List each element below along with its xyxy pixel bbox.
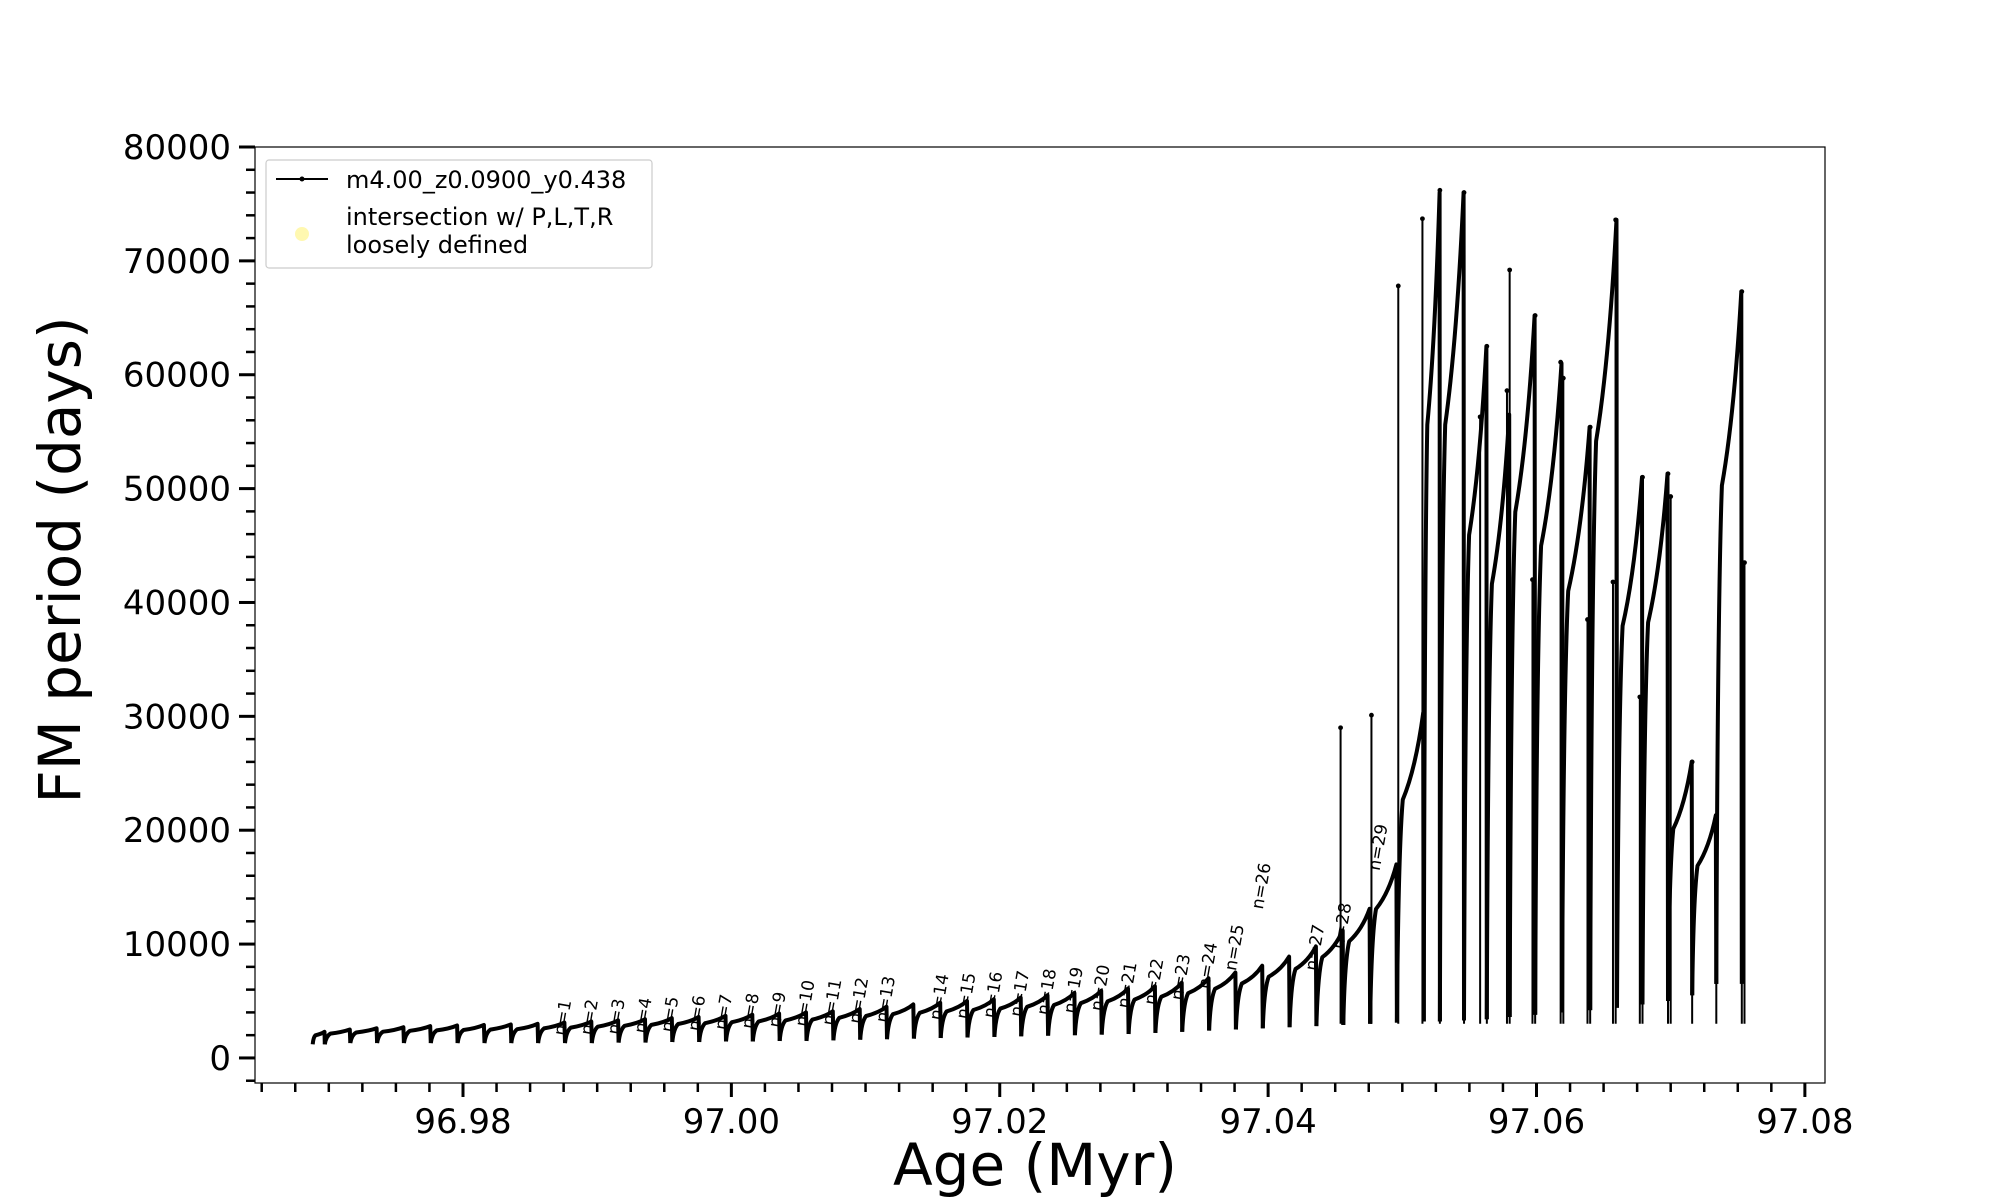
series-pulse bbox=[885, 1002, 916, 1040]
series-spike-point bbox=[1395, 283, 1401, 289]
series-pulse bbox=[670, 1015, 702, 1043]
series-spike-point bbox=[1437, 187, 1443, 193]
series-pulse bbox=[965, 997, 997, 1038]
series-spike-point bbox=[1338, 725, 1343, 731]
series-spike-point bbox=[1637, 694, 1643, 700]
x-tick-label: 97.06 bbox=[1488, 1102, 1585, 1142]
legend-dot-marker bbox=[299, 176, 305, 182]
legend-label-line: intersection w/ P,L,T,R bbox=[346, 203, 613, 231]
x-tick-label: 96.98 bbox=[414, 1102, 511, 1142]
series-spike-point bbox=[1484, 343, 1490, 349]
y-tick-label: 30000 bbox=[123, 697, 231, 737]
series-pulse bbox=[1019, 993, 1051, 1037]
legend: m4.00_z0.0900_y0.438 intersection w/ P,L… bbox=[265, 159, 653, 269]
series-pulse bbox=[1260, 954, 1292, 1029]
series-pulse bbox=[589, 1018, 621, 1044]
series-pulse bbox=[322, 1027, 353, 1045]
series-pulse bbox=[777, 1010, 809, 1042]
series-pulse bbox=[1714, 289, 1744, 984]
series-pulse bbox=[1072, 988, 1104, 1036]
y-tick-label: 70000 bbox=[123, 242, 231, 282]
series-spike-point bbox=[1640, 474, 1645, 480]
series-pulse bbox=[1421, 190, 1442, 1022]
y-axis-title: FM period (days) bbox=[26, 316, 94, 803]
y-tick-label: 0 bbox=[209, 1039, 231, 1079]
series-spike-point bbox=[1560, 375, 1566, 381]
y-tick-label: 40000 bbox=[123, 583, 231, 623]
series-spike-point bbox=[1665, 471, 1671, 477]
x-tick-label: 97.08 bbox=[1756, 1102, 1853, 1142]
series-pulse bbox=[1180, 976, 1212, 1032]
series-pulse bbox=[1046, 991, 1077, 1036]
series-pulse bbox=[1153, 980, 1185, 1033]
x-tick-label: 97.02 bbox=[951, 1102, 1048, 1142]
axes-frame bbox=[254, 146, 1826, 1084]
series-pulse bbox=[1615, 475, 1645, 1008]
series-spike-point bbox=[1530, 577, 1535, 583]
series-spike-point bbox=[1587, 424, 1593, 430]
series-pulse bbox=[831, 1007, 863, 1041]
legend-label-series: m4.00_z0.0900_y0.438 bbox=[346, 166, 626, 194]
series-spike-point bbox=[1668, 494, 1674, 499]
y-tick-label: 10000 bbox=[123, 925, 231, 965]
series-pulse bbox=[1314, 928, 1346, 1027]
series-spike-point bbox=[1420, 216, 1425, 222]
series-spike-point bbox=[1613, 217, 1619, 223]
y-tick-label: 50000 bbox=[123, 470, 231, 510]
series-spike-point bbox=[1742, 560, 1747, 566]
y-tick-label: 60000 bbox=[123, 356, 231, 396]
y-tick-label: 20000 bbox=[123, 811, 231, 851]
series-pulse bbox=[938, 999, 970, 1039]
series-spike-point bbox=[1558, 359, 1564, 365]
series-pulse bbox=[310, 1029, 327, 1045]
series-pulse bbox=[428, 1023, 460, 1044]
legend-label-intersection: intersection w/ P,L,T,R loosely defined bbox=[346, 203, 613, 259]
x-axis-title: Age (Myr) bbox=[893, 1131, 1177, 1199]
series-pulse bbox=[1126, 984, 1158, 1035]
series-pulse bbox=[348, 1026, 380, 1044]
x-axis: 96.98 97.00 97.02 97.04 97.06 97.08 bbox=[260, 1083, 1854, 1142]
series-pulse bbox=[536, 1020, 567, 1044]
series-pulse bbox=[1233, 963, 1265, 1030]
series-pulse bbox=[375, 1025, 406, 1044]
series-pulse bbox=[1287, 944, 1319, 1028]
legend-circle-marker bbox=[295, 227, 309, 241]
series-pulse bbox=[911, 1000, 943, 1039]
series-pulse bbox=[509, 1021, 541, 1044]
series-pulse bbox=[563, 1019, 594, 1044]
series-spike-point bbox=[1461, 190, 1467, 195]
series-pulse bbox=[858, 1004, 889, 1040]
series-pulse bbox=[804, 1009, 836, 1042]
series-pulse bbox=[750, 1011, 782, 1042]
series-pulse bbox=[697, 1013, 728, 1043]
x-tick-label: 97.00 bbox=[683, 1102, 780, 1142]
legend-box bbox=[265, 159, 653, 269]
series-pulse bbox=[1099, 986, 1131, 1035]
series-pulse bbox=[724, 1012, 755, 1042]
series-spike-point bbox=[1713, 813, 1719, 818]
series-spike-point bbox=[1477, 414, 1483, 420]
series-pulse bbox=[992, 995, 1024, 1038]
plot-area: n=1 n=2 n=3 n=4 n=5 n=6 n=7 n=8 n=9 n=10 n=11 n=12 n… bbox=[254, 146, 1826, 1084]
series-pulse bbox=[1207, 970, 1238, 1031]
series-spike-point bbox=[1585, 617, 1590, 622]
series-spike-point bbox=[1504, 388, 1510, 394]
series-pulse bbox=[455, 1022, 487, 1044]
series-pulse bbox=[616, 1017, 648, 1043]
y-axis: 0 10000 20000 30000 40000 50000 60000 70000 8000… bbox=[123, 128, 255, 1082]
series-spike-point bbox=[1610, 579, 1616, 585]
series-spike-point bbox=[1532, 313, 1538, 318]
series-pulse bbox=[401, 1024, 433, 1044]
series-spike-point bbox=[1507, 267, 1513, 273]
x-tick-label: 97.04 bbox=[1219, 1102, 1316, 1142]
series-pulse bbox=[1341, 906, 1373, 1025]
series-spike-point bbox=[1739, 289, 1745, 295]
series-spike-point bbox=[1689, 759, 1695, 765]
legend-label-line: loosely defined bbox=[346, 231, 528, 259]
y-tick-label: 80000 bbox=[123, 128, 231, 168]
series-pulse bbox=[482, 1022, 514, 1044]
series-spike-point bbox=[1369, 712, 1374, 718]
series-pulse bbox=[643, 1016, 675, 1043]
